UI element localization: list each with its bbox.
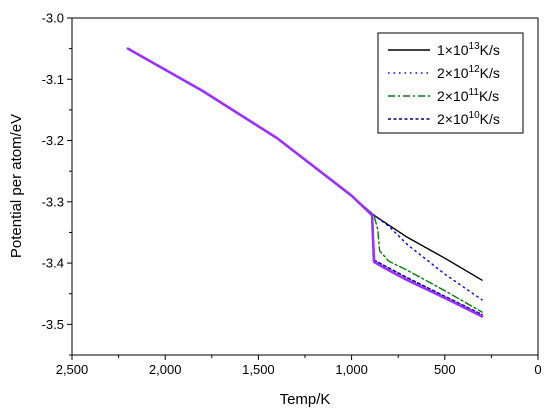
legend-label: 2×1011K/s [437, 87, 499, 104]
y-tick-label: -3.4 [42, 256, 64, 271]
legend-label: 1×1013K/s [437, 41, 500, 58]
x-tick-label: 2,500 [56, 362, 89, 377]
y-axis-label: Potential per atom/eV [8, 114, 25, 258]
legend-label: 2×1010K/s [437, 110, 500, 127]
y-tick-label: -3.3 [42, 194, 64, 209]
axes-layer: 2,500 2,000 1,500 1,000 500 0 -3.0 -3.1 -3.2 -3.3… [42, 11, 542, 378]
x-tick-label: 2,000 [149, 362, 182, 377]
series-line [126, 47, 484, 318]
legend: 1×1013K/s 2×1012K/s 2×1011K/s 2×1010K/s [377, 32, 524, 134]
legend-label: 2×1012K/s [437, 64, 500, 81]
x-tick-label: 1,000 [335, 362, 368, 377]
x-axis-label: Temp/K [280, 391, 331, 408]
y-tick-label: -3.2 [42, 133, 64, 148]
series-layer [126, 47, 484, 318]
y-tick-label: -3.1 [42, 72, 64, 87]
y-tick-label: -3.0 [42, 11, 64, 26]
x-tick-label: 1,500 [242, 362, 275, 377]
y-tick-label: -3.5 [42, 317, 64, 332]
x-tick-label: 0 [534, 362, 541, 377]
x-tick-label: 500 [434, 362, 456, 377]
